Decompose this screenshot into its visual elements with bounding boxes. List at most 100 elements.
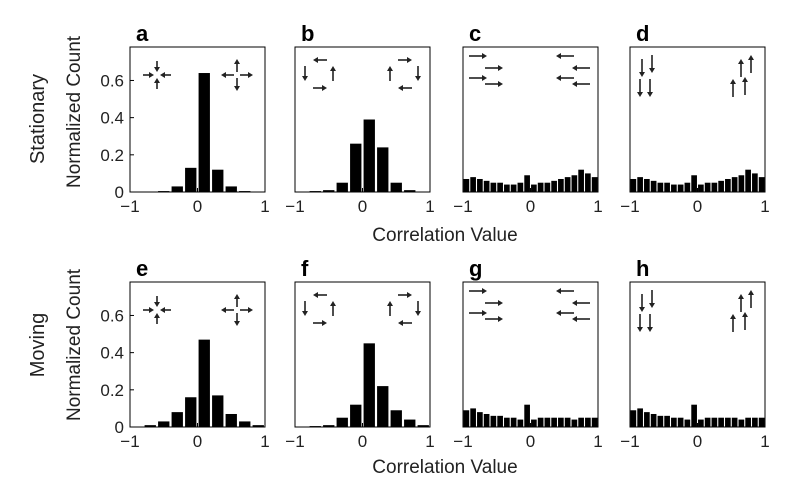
bar [504,417,510,427]
bar [252,425,264,427]
left-arrow-head [572,316,577,322]
bar [483,180,490,192]
bar [531,419,537,427]
rotate-arrow-head [387,66,393,71]
right-arrow-head [482,53,487,59]
bar [524,175,530,192]
bar [758,417,765,427]
x-tick-label: −1 [120,197,139,216]
bar [377,147,389,192]
panel-letter: h [636,256,649,281]
rotate-arrow-head [407,57,412,63]
panel-c: c −1 0 1 [453,21,602,216]
bar [336,417,348,427]
x-tick-label: 0 [358,197,367,216]
outward-arrow-head [234,86,240,91]
bar [698,184,704,192]
bar [198,73,210,192]
outward-arrow-head [234,294,240,299]
bar [404,190,416,192]
bar [309,191,321,192]
bar [731,177,738,192]
up-arrow-head [730,79,736,84]
x-tick-label: 1 [260,197,269,216]
bar [171,186,183,192]
down-arrow-head [639,72,645,77]
panel-letter: f [301,256,309,281]
bar [752,173,758,192]
bar [363,119,375,192]
rotational-pattern-icon [302,292,421,326]
panel-e: e−1 0 100.20.40.6 [100,256,269,451]
rotate-arrow-head [322,320,327,326]
bar [350,143,362,192]
bar [490,415,497,427]
x-tick-label: 0 [693,432,702,451]
panel-f: f −1 0 1 [285,256,434,451]
y-tick-label: 0 [115,183,124,202]
bar [417,425,429,427]
bar [185,397,197,427]
right-arrow-head [498,300,503,306]
rotate-arrow-head [415,76,421,81]
row-label-stationary: Stationary [27,74,49,164]
bar [544,182,551,192]
inward-arrow-head [154,313,160,318]
panel-letter: g [469,256,482,281]
bar [650,180,657,192]
panel-b: b −1 0 1 [285,21,434,216]
panel-d: d −1 0 1 [620,21,769,216]
x-tick-label: −1 [453,432,472,451]
x-tick-label: −1 [285,197,304,216]
bar [171,412,183,427]
bar [212,169,224,192]
x-tick-label: −1 [453,197,472,216]
rotate-arrow-head [330,301,336,306]
bar [664,182,670,192]
y-tick-label: 0.4 [100,109,124,128]
row-label-moving-group: Moving [27,313,49,377]
radial-pattern-icon [143,59,253,91]
ylabel-moving: Normalized Count [64,268,85,421]
right-arrow-head [498,316,503,322]
bar [558,417,564,427]
down-arrow-head [649,303,655,308]
bar [377,386,389,427]
row-label-stationary-group: Stationary [27,74,49,164]
bar [564,417,571,427]
axes-box [294,46,431,193]
left-arrow-head [572,300,577,306]
panel-g: g −1 0 1 [453,256,602,451]
panel-letter: d [636,21,649,46]
up-arrow-head [742,312,748,317]
bar [225,186,237,192]
x-tick-label: 0 [358,432,367,451]
bar [738,175,745,192]
bar [725,178,731,192]
bar [504,184,510,192]
outward-arrow-head [221,307,226,313]
bar [309,426,321,427]
down-arrow-head [647,92,653,97]
bar [463,410,470,427]
bar [691,175,697,192]
inward-arrow-head [149,72,154,78]
bar [758,177,765,192]
xlabel-moving: Correlation Value [372,457,517,478]
down-arrow-head [647,327,653,332]
bar [585,417,591,427]
bar [657,415,664,427]
bar [578,169,584,192]
panel-letter: a [136,21,149,46]
bar [571,175,578,192]
left-arrow-head [556,310,561,316]
x-tick-label: −1 [120,432,139,451]
bar [158,421,170,427]
bar [731,417,738,427]
bar [671,417,677,427]
up-arrow-head [738,59,744,64]
ylabel-stationary: Normalized Count [64,35,85,188]
bar [578,417,584,427]
bar [752,417,758,427]
rotate-arrow-head [302,76,308,81]
